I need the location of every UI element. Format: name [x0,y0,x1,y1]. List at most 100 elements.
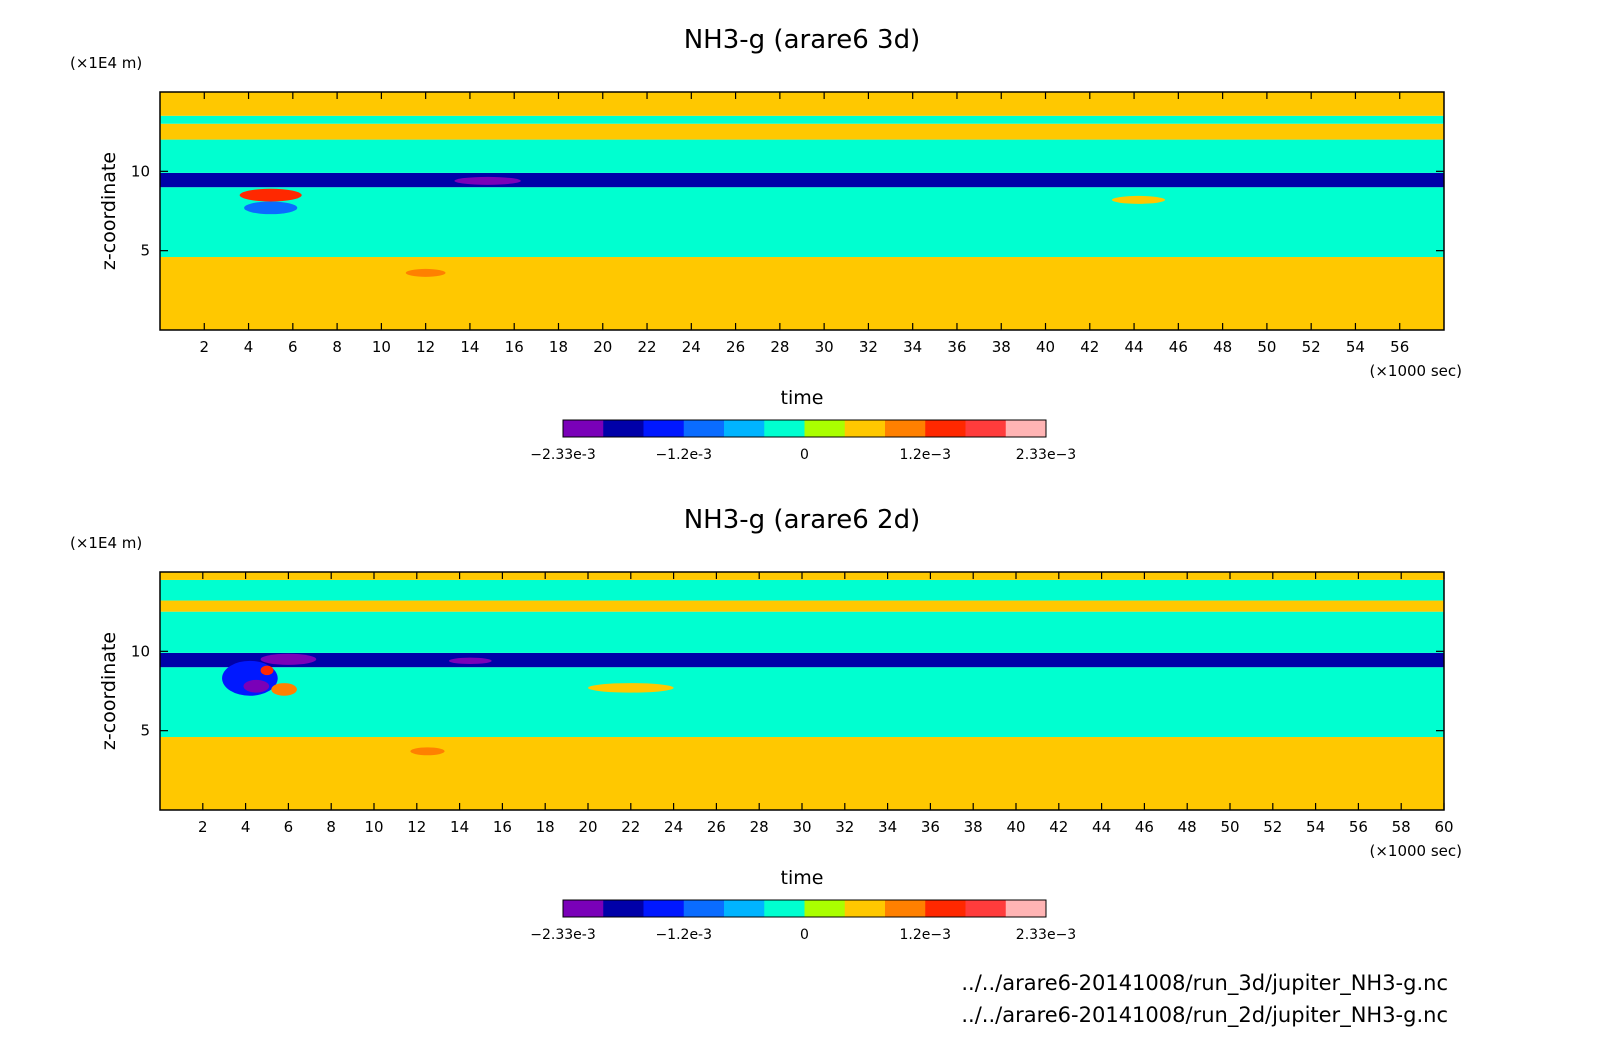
x-tick-label: 36 [947,338,966,356]
x-tick-label: 52 [1263,818,1282,836]
x-tick-label: 56 [1390,338,1409,356]
colorbar-swatch [844,900,886,917]
x-tick-label: 6 [284,818,294,836]
x-tick-label: 24 [664,818,683,836]
x-tick-label: 50 [1257,338,1276,356]
x-tick-label: 16 [505,338,524,356]
colorbar-tick-label: 2.33e−3 [1016,447,1076,463]
heatmap-band [160,611,1444,653]
colorbar-swatch [603,900,644,917]
y-tick-label: 10 [131,162,150,180]
x-tick-label: 54 [1346,338,1365,356]
x-tick-label: 26 [726,338,745,356]
heatmap-feature [454,176,521,185]
x-tick-label: 30 [792,818,811,836]
x-tick-label: 4 [244,338,254,356]
colorbar-tick-label: 2.33e−3 [1016,927,1076,943]
x-tick-label: 10 [372,338,391,356]
heatmap-feature [244,201,298,215]
colorbar-swatch [563,420,604,437]
x-tick-label: 60 [1434,818,1453,836]
heatmap-band [160,187,1444,258]
y-tick-label: 5 [140,722,150,740]
colorbar-frame [562,899,1047,918]
colorbar-swatch [1005,900,1047,917]
x-axis-label: time [781,387,824,409]
x-tick-label: 30 [815,338,834,356]
colorbar-swatch [804,900,846,917]
colorbar-swatch [643,420,685,437]
heatmap-feature [1111,195,1166,204]
heatmap-band [160,737,1444,810]
colorbar-tick-label: −2.33e-3 [530,927,595,943]
x-tick-label: 46 [1169,338,1188,356]
x-unit-label: (×1000 sec) [1369,842,1462,860]
x-tick-label: 42 [1049,818,1068,836]
x-tick-label: 2 [200,338,210,356]
heatmap-band [160,172,1444,188]
heatmap-feature [243,679,270,693]
x-tick-label: 52 [1302,338,1321,356]
colorbar-tick-label: 0 [800,927,809,943]
x-tick-label: 20 [593,338,612,356]
x-tick-label: 16 [493,818,512,836]
colorbar-swatch [603,420,644,437]
x-tick-label: 38 [964,818,983,836]
colorbar-swatch [885,420,926,437]
heatmap-feature [271,683,297,696]
colorbar-swatch [764,900,805,917]
y-unit-label: (×1E4 m) [70,534,142,552]
plot-frame [159,91,1445,331]
x-tick-label: 46 [1135,818,1154,836]
x-tick-label: 18 [549,338,568,356]
colorbar-swatch [925,900,966,917]
heatmap-field [160,572,1444,810]
heatmap-feature [448,657,492,665]
heatmap-feature [588,683,674,693]
heatmap-feature [260,665,274,676]
footer-file-path: ../../arare6-20141008/run_2d/jupiter_NH3… [961,1003,1448,1028]
colorbar-tick-label: −2.33e-3 [530,447,595,463]
x-tick-label: 34 [878,818,897,836]
x-unit-label: (×1000 sec) [1369,362,1462,380]
x-axis-label: time [781,867,824,889]
x-tick-label: 48 [1213,338,1232,356]
colorbar-frame [562,419,1047,438]
colorbar-tick-label: 1.2e−3 [899,927,951,943]
heatmap-band [160,667,1444,738]
x-tick-label: 50 [1220,818,1239,836]
x-tick-label: 2 [198,818,208,836]
heatmap-band [160,600,1444,612]
x-tick-label: 32 [835,818,854,836]
heatmap-band [160,257,1444,330]
colorbar-swatch [844,420,886,437]
heatmap-field [160,92,1444,330]
colorbar-swatch [1005,420,1047,437]
x-tick-label: 18 [536,818,555,836]
x-tick-label: 8 [326,818,336,836]
colorbar-swatch [764,420,805,437]
x-tick-label: 48 [1178,818,1197,836]
colorbar-swatch [925,420,966,437]
x-tick-label: 12 [416,338,435,356]
x-tick-label: 36 [921,818,940,836]
x-tick-label: 32 [859,338,878,356]
colorbar-swatch [724,420,765,437]
x-tick-label: 14 [460,338,479,356]
colorbar-tick-label: −1.2e-3 [655,927,712,943]
x-tick-label: 20 [578,818,597,836]
colorbar-swatch [965,900,1007,917]
x-tick-label: 4 [241,818,251,836]
y-unit-label: (×1E4 m) [70,54,142,72]
x-tick-label: 6 [288,338,298,356]
x-tick-label: 28 [750,818,769,836]
y-tick-label: 10 [131,642,150,660]
x-tick-label: 22 [637,338,656,356]
x-tick-label: 22 [621,818,640,836]
x-tick-label: 40 [1006,818,1025,836]
colorbar-swatch [683,420,725,437]
x-tick-label: 44 [1092,818,1111,836]
colorbar-swatch [965,420,1007,437]
chart-title: NH3-g (arare6 3d) [684,25,921,55]
